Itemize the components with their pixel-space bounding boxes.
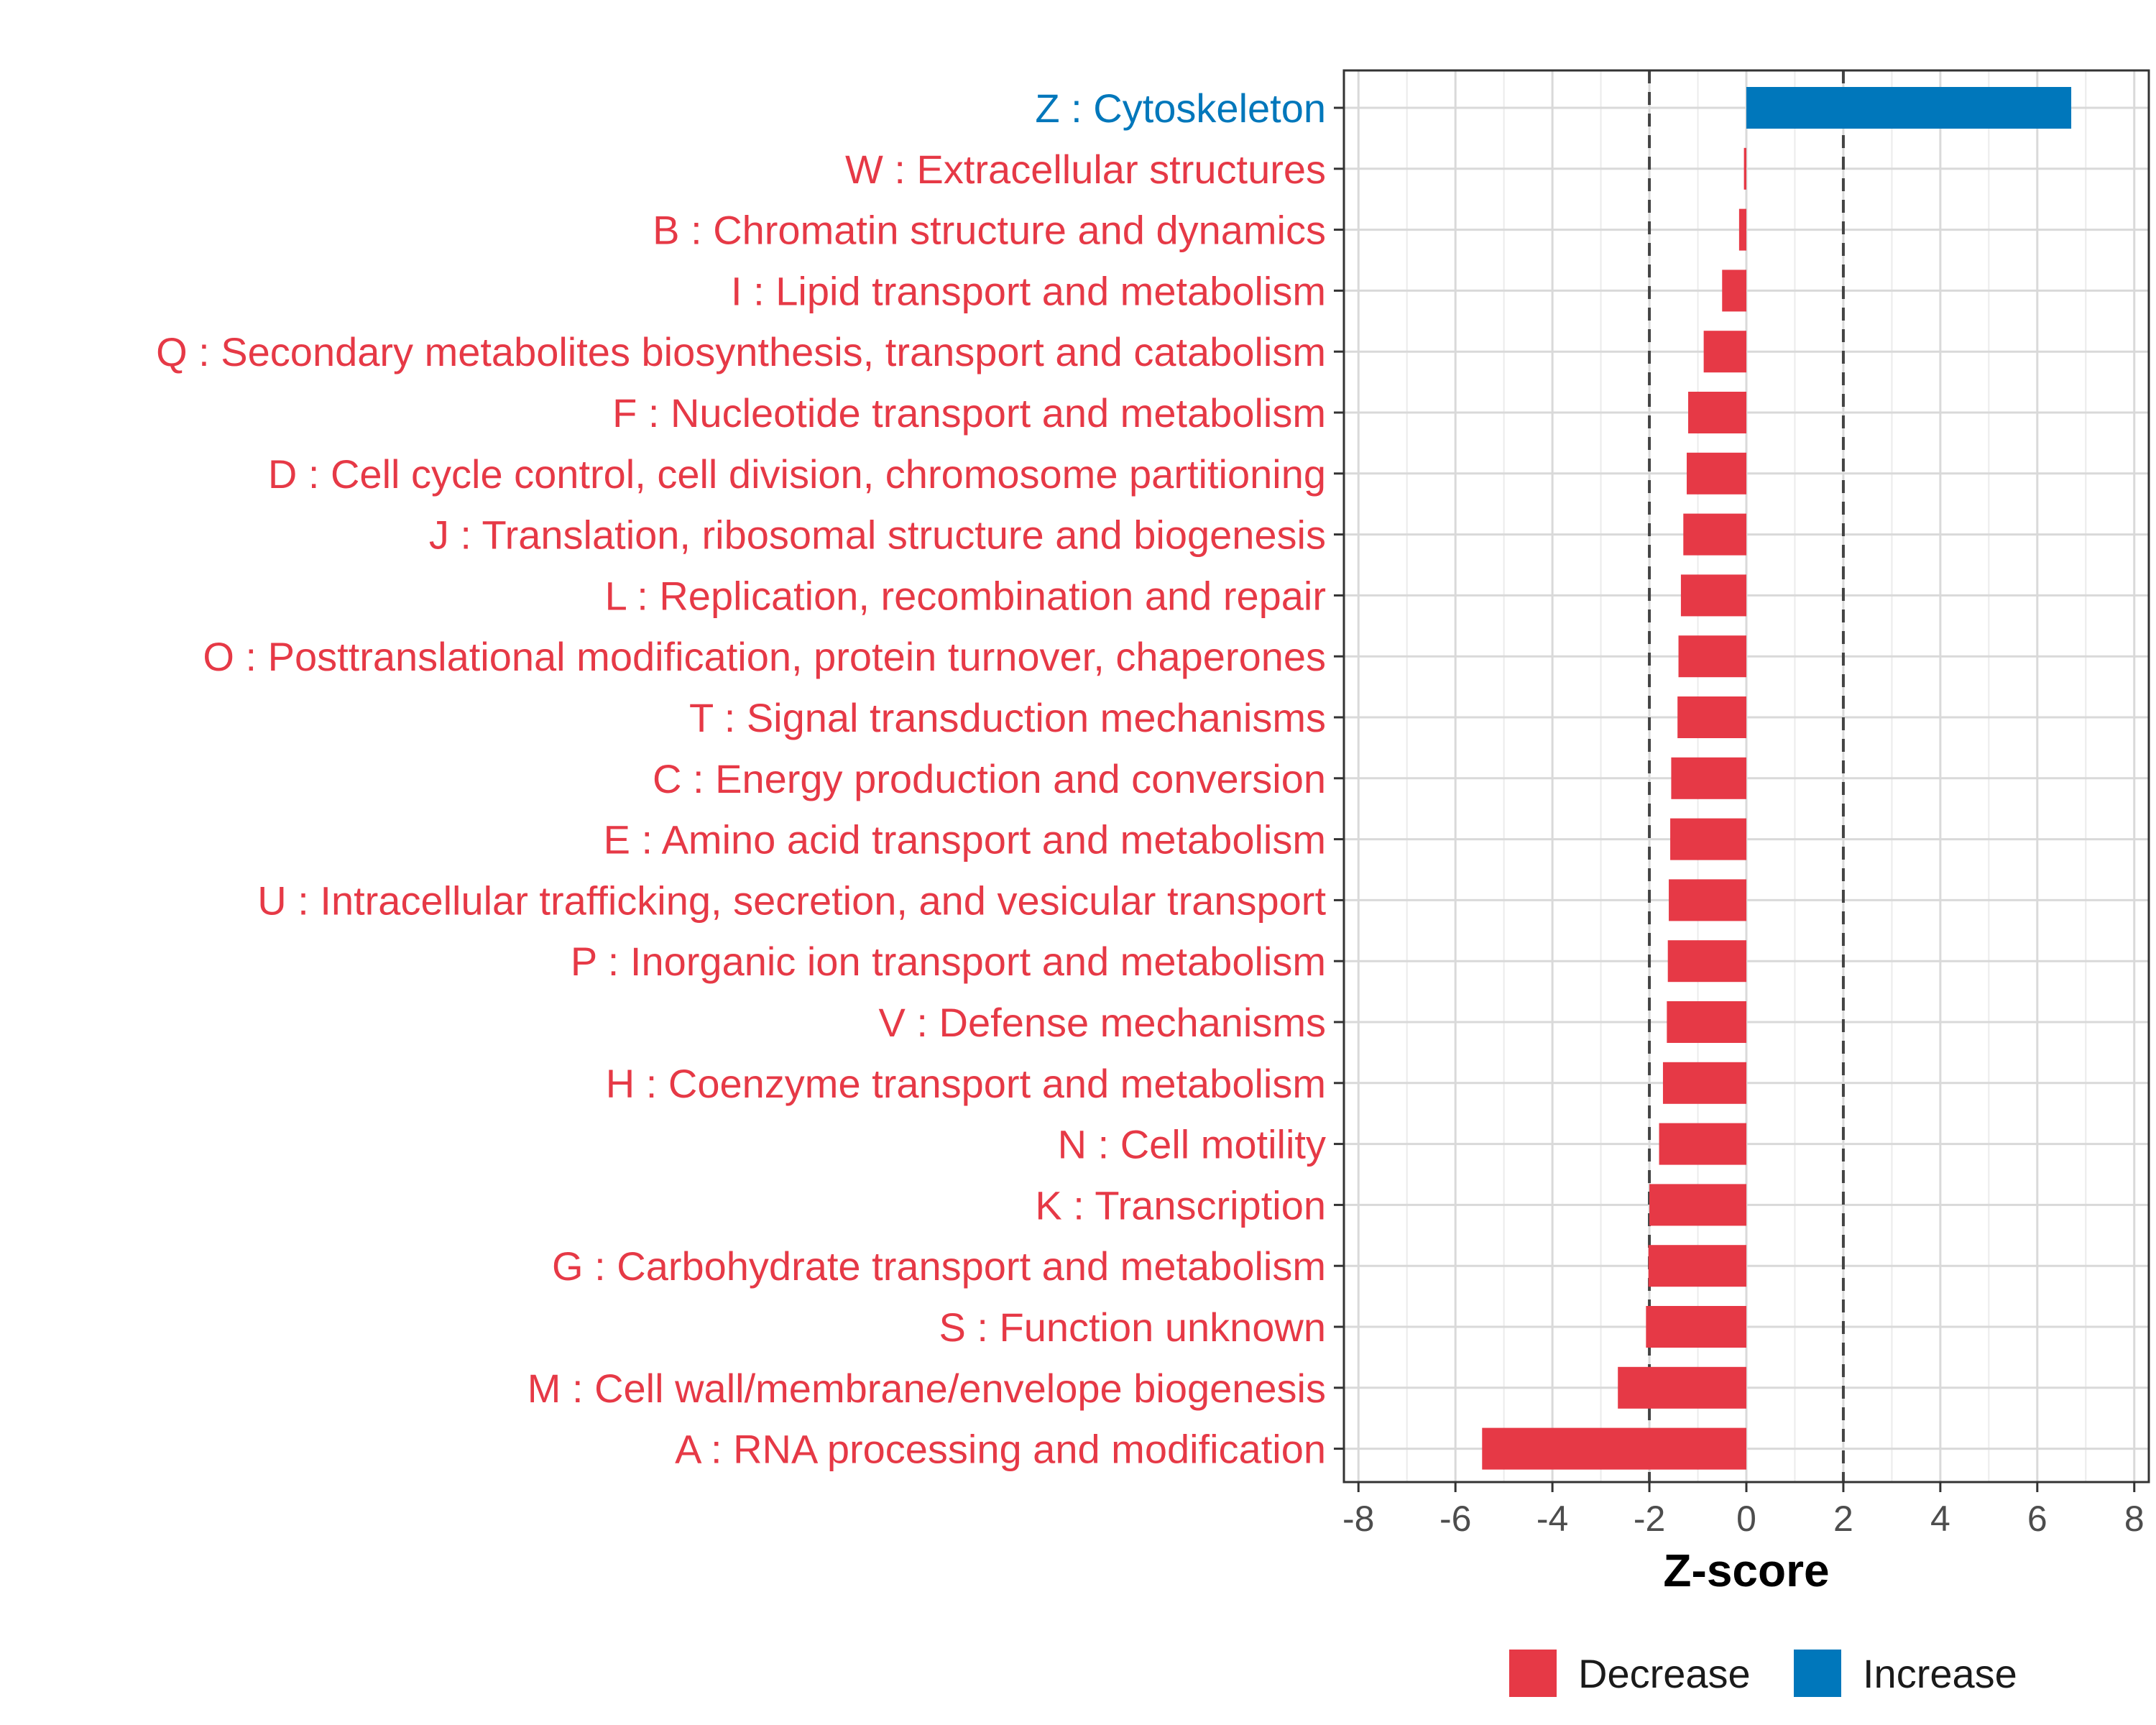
bar	[1662, 1062, 1746, 1104]
x-tick-label: -2	[1634, 1499, 1665, 1539]
x-tick-label: 0	[1736, 1499, 1756, 1539]
grid-layer	[1344, 70, 2149, 1482]
bar	[1722, 270, 1746, 312]
category-label: Q : Secondary metabolites biosynthesis, …	[156, 329, 1326, 374]
category-label: K : Transcription	[1035, 1182, 1326, 1228]
category-label: U : Intracellular trafficking, secretion…	[257, 878, 1326, 923]
bar	[1667, 940, 1746, 983]
category-label: E : Amino acid transport and metabolism	[604, 817, 1326, 862]
bar	[1482, 1427, 1746, 1470]
bar	[1746, 87, 2072, 129]
bar	[1678, 635, 1746, 678]
category-label: Z : Cytoskeleton	[1035, 86, 1326, 131]
legend-label-increase: Increase	[1863, 1651, 2017, 1696]
category-label: C : Energy production and conversion	[653, 756, 1326, 801]
x-axis-title: Z-score	[1663, 1545, 1829, 1596]
x-tick-label: 8	[2124, 1499, 2145, 1539]
x-tick-label: -6	[1439, 1499, 1471, 1539]
bar	[1646, 1306, 1746, 1348]
category-label: I : Lipid transport and metabolism	[731, 268, 1326, 313]
category-label: N : Cell motility	[1058, 1122, 1326, 1167]
bar	[1649, 1184, 1746, 1226]
bar	[1703, 331, 1746, 373]
category-label: V : Defense mechanisms	[879, 1000, 1326, 1045]
bar	[1671, 757, 1746, 799]
category-label: W : Extracellular structures	[845, 147, 1326, 192]
category-labels: Z : Cytoskeleton W : Extracellular struct…	[156, 86, 1344, 1472]
bar	[1618, 1366, 1746, 1409]
category-label: L : Replication, recombination and repai…	[605, 573, 1326, 618]
legend-label-decrease: Decrease	[1578, 1651, 1751, 1696]
x-tick-label: -8	[1342, 1499, 1374, 1539]
category-label: O : Posttranslational modification, prot…	[203, 634, 1326, 679]
category-label: J : Translation, ribosomal structure and…	[429, 512, 1326, 558]
bar	[1688, 392, 1746, 433]
bar	[1743, 147, 1746, 190]
bar	[1687, 452, 1746, 494]
bar	[1659, 1123, 1746, 1165]
legend: Decrease Increase	[1509, 1650, 2017, 1697]
category-label: A : RNA processing and modification	[675, 1427, 1326, 1472]
category-label: S : Function unknown	[939, 1305, 1326, 1350]
category-label: G : Carbohydrate transport and metabolis…	[552, 1243, 1326, 1289]
category-label: F : Nucleotide transport and metabolism	[612, 390, 1326, 436]
category-label: D : Cell cycle control, cell division, c…	[268, 451, 1326, 497]
bar	[1677, 696, 1746, 738]
category-label: H : Coenzyme transport and metabolism	[606, 1061, 1326, 1106]
x-tick-label: -4	[1537, 1499, 1568, 1539]
bar	[1648, 1245, 1746, 1287]
bar	[1669, 879, 1746, 921]
bar	[1680, 574, 1746, 617]
legend-swatch-decrease	[1509, 1650, 1557, 1697]
category-label: T : Signal transduction mechanisms	[689, 695, 1326, 740]
category-label: M : Cell wall/membrane/envelope biogenes…	[528, 1366, 1326, 1411]
x-tick-label: 6	[2027, 1499, 2047, 1539]
legend-swatch-increase	[1794, 1650, 1841, 1697]
category-label: P : Inorganic ion transport and metaboli…	[571, 939, 1326, 984]
bar	[1683, 513, 1746, 556]
x-tick-label: 2	[1833, 1499, 1853, 1539]
bar	[1670, 818, 1746, 860]
x-axis-ticks: -8 -6 -4 -2 0 2 4 6 8	[1342, 1482, 2145, 1539]
x-tick-label: 4	[1930, 1499, 1950, 1539]
bar	[1667, 1001, 1746, 1043]
bar	[1738, 208, 1746, 251]
bar-series	[1482, 87, 2072, 1470]
category-label: B : Chromatin structure and dynamics	[653, 208, 1326, 253]
